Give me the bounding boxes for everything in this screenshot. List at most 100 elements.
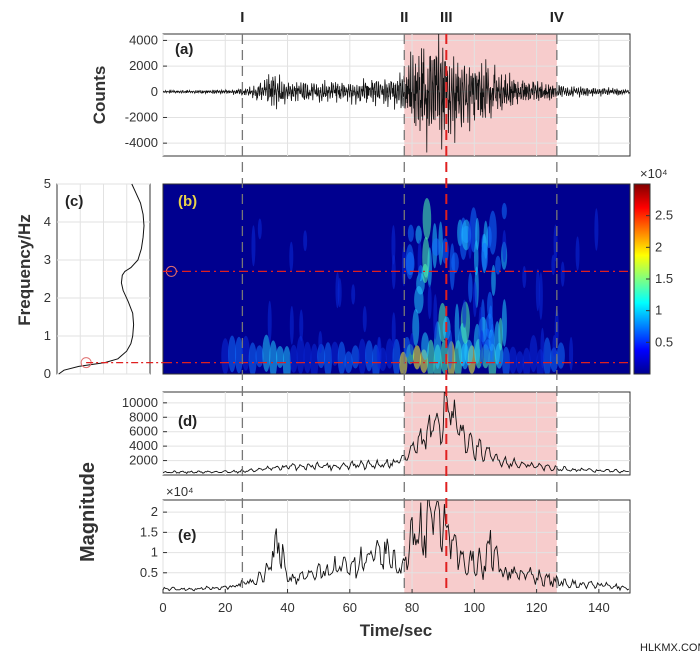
spectral-energy [282, 346, 291, 374]
shaded-interval [404, 392, 557, 475]
y-tick-label: -2000 [125, 109, 158, 124]
y-tick-label: 5 [44, 176, 51, 191]
y-tick-label: 0 [44, 366, 51, 381]
x-tick-label: 0 [159, 600, 166, 615]
y-tick-label: -4000 [125, 135, 158, 150]
spectral-energy [392, 338, 401, 374]
spectral-energy [299, 309, 304, 342]
spectral-energy [391, 312, 396, 349]
spectral-energy [462, 299, 467, 328]
y-tick-label: 6000 [129, 424, 158, 439]
phase-label: I [240, 9, 244, 26]
colorbar-tick-label: 0.5 [655, 334, 673, 349]
x-tick-label: 60 [343, 600, 357, 615]
colorbar-tick-label: 2 [655, 239, 662, 254]
spectral-energy [413, 345, 422, 370]
spectral-energy [351, 345, 360, 369]
spectral-energy [495, 255, 501, 275]
spectral-energy [362, 305, 367, 333]
spectral-energy [351, 284, 356, 305]
panel-e-label: (e) [178, 527, 196, 544]
magnitude-trace-d [163, 392, 629, 475]
spectral-energy [303, 341, 312, 374]
spectral-energy [289, 344, 298, 373]
panel-d-frame [162, 391, 631, 476]
spectral-energy [412, 308, 420, 347]
spectral-energy [464, 339, 474, 366]
spectral-energy [385, 338, 394, 369]
y-tick-label: 1.5 [140, 524, 158, 539]
magnitude-axis-label: Magnitude [77, 462, 99, 562]
spectral-energy [447, 329, 453, 370]
panel-b-spectrogram: (b) 2.5 2 1.5 1 0.5 ×10⁴ [162, 166, 673, 375]
spectral-energy [228, 335, 237, 373]
spectral-energy [365, 340, 374, 372]
spectral-energy [540, 327, 545, 369]
y-tick-label: 3 [44, 252, 51, 267]
spectral-energy [502, 346, 511, 374]
x-tick-label: 40 [280, 600, 294, 615]
x-tick-label: 80 [405, 600, 419, 615]
spectral-energy [310, 343, 319, 374]
spectral-energy [501, 202, 507, 220]
panel-e-multiplier: ×10⁴ [166, 484, 194, 499]
spectral-energy [433, 294, 438, 340]
spectral-energy [491, 264, 496, 296]
spectral-energy [330, 341, 339, 366]
spectral-energy [403, 336, 411, 358]
x-tick-label: 120 [526, 600, 548, 615]
phase-label: IV [550, 9, 564, 26]
spectral-energy [427, 284, 432, 320]
phase-label: III [440, 9, 453, 26]
x-tick-label: 100 [463, 600, 485, 615]
spectral-energy [422, 197, 432, 240]
panel-b-frame [162, 183, 631, 375]
spectral-energy [337, 341, 346, 374]
panel-c-frequency-profile: 5 4 3 2 1 0 (c) Frequency/Hz [15, 176, 177, 381]
spectral-energy [501, 299, 507, 347]
spectral-energy [234, 336, 243, 374]
watermark: HLKMX.COM [640, 642, 700, 654]
spectral-energy [449, 243, 455, 291]
spectral-energy [488, 210, 497, 255]
spectral-energy [556, 342, 565, 369]
x-tick-label: 140 [588, 600, 610, 615]
frequency-axis-label: Frequency/Hz [15, 214, 34, 325]
spectral-energy [257, 218, 262, 240]
x-tick-label: 20 [218, 600, 232, 615]
frequency-profile-trace [58, 183, 145, 375]
y-tick-label: 8000 [129, 409, 158, 424]
phase-lines [241, 34, 558, 593]
y-tick-label: 0 [151, 84, 158, 99]
spectral-energy [467, 220, 472, 260]
spectral-energy [454, 303, 460, 350]
spectral-energy [560, 261, 565, 287]
spectral-energy [475, 217, 480, 251]
phase-labels: I II III IV [240, 9, 564, 26]
spectral-energy [494, 321, 501, 365]
spectral-energy [478, 306, 483, 351]
y-tick-label: 2000 [129, 453, 158, 468]
spectral-energy [481, 242, 489, 271]
spectral-energy [248, 342, 257, 374]
y-tick-label: 4 [44, 214, 51, 229]
spectral-energy [221, 338, 230, 374]
spectral-energy [405, 251, 415, 276]
spectral-energy [552, 335, 557, 357]
spectral-energy [529, 335, 538, 373]
panel-a-label: (a) [175, 41, 193, 58]
y-tick-label: 0.5 [140, 565, 158, 580]
colorbar-tick-label: 1.5 [655, 271, 673, 286]
spectral-energy [409, 332, 414, 356]
spectral-energy [538, 271, 543, 320]
spectral-energy [276, 346, 285, 368]
spectral-energy [391, 254, 396, 290]
y-tick-label: 1 [44, 328, 51, 343]
magnitude-trace-e [163, 500, 630, 592]
counts-axis-label: Counts [90, 66, 109, 125]
spectral-energy [417, 240, 422, 281]
spectral-energy [296, 335, 305, 374]
panel-b-label: (b) [178, 193, 197, 210]
spectral-energy [399, 351, 408, 374]
